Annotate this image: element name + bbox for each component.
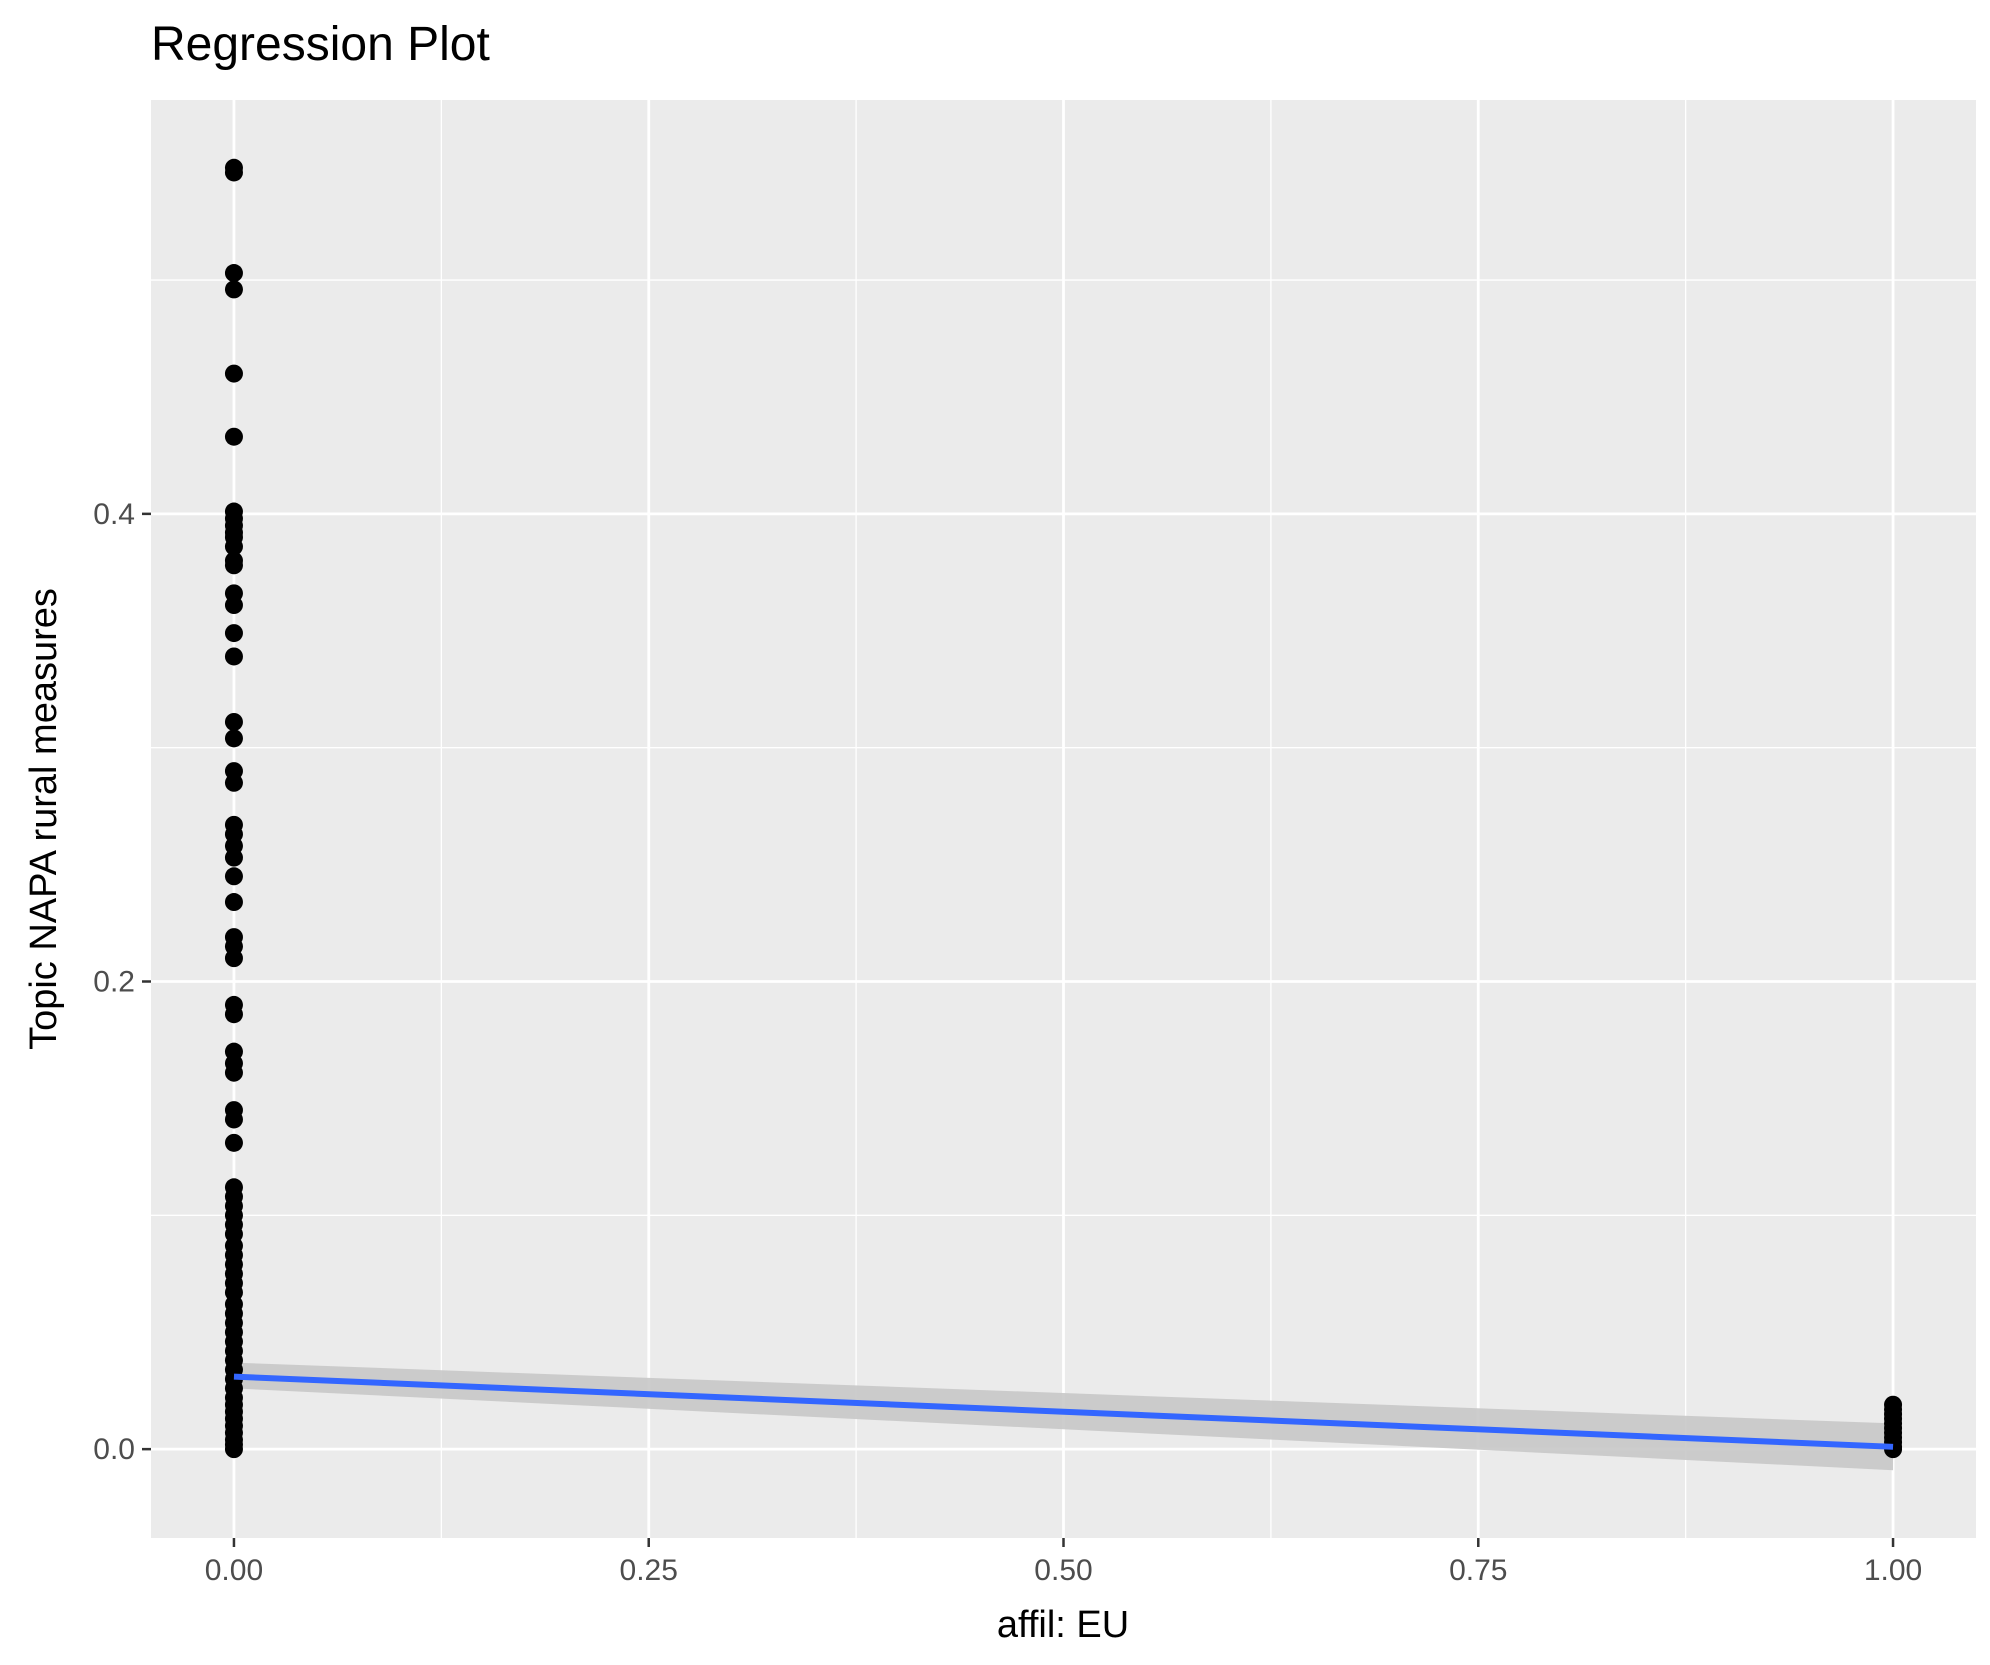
x-tick-label: 0.00 (205, 1554, 263, 1587)
y-tick-label: 0.2 (93, 966, 135, 999)
x-tick-label: 1.00 (1864, 1554, 1922, 1587)
y-axis: 0.0 0.2 0.4 (93, 498, 151, 1466)
data-point (224, 867, 243, 886)
data-point (224, 556, 243, 575)
data-point (224, 280, 243, 299)
y-tick-label: 0.4 (93, 498, 135, 531)
y-axis-title: Topic NAPA rural measures (23, 588, 65, 1050)
x-axis: 0.00 0.25 0.50 0.75 1.00 (205, 1538, 1922, 1587)
data-point (224, 773, 243, 792)
y-tick-label: 0.0 (93, 1433, 135, 1466)
confidence-band (233, 1362, 1894, 1471)
data-point (224, 893, 243, 912)
data-point (224, 729, 243, 748)
data-point (224, 1005, 243, 1024)
data-point (224, 596, 243, 615)
data-point (224, 1063, 243, 1082)
data-point (224, 1440, 243, 1459)
data-point (224, 712, 243, 731)
grid-major (151, 100, 1976, 1538)
data-points (224, 158, 1903, 1459)
data-point (224, 537, 243, 556)
data-point (224, 949, 243, 968)
data-point (224, 163, 243, 182)
data-point (224, 264, 243, 283)
x-tick-label: 0.50 (1034, 1554, 1092, 1587)
data-point (224, 624, 243, 643)
data-point (224, 647, 243, 666)
x-tick-label: 0.25 (620, 1554, 678, 1587)
data-point (224, 1110, 243, 1129)
x-axis-title: affil: EU (997, 1604, 1129, 1646)
data-point (224, 364, 243, 383)
data-point (224, 427, 243, 446)
chart-title: Regression Plot (151, 18, 490, 71)
x-tick-label: 0.75 (1449, 1554, 1507, 1587)
data-point (224, 848, 243, 867)
regression-line (233, 1373, 1894, 1450)
data-point (224, 1133, 243, 1152)
